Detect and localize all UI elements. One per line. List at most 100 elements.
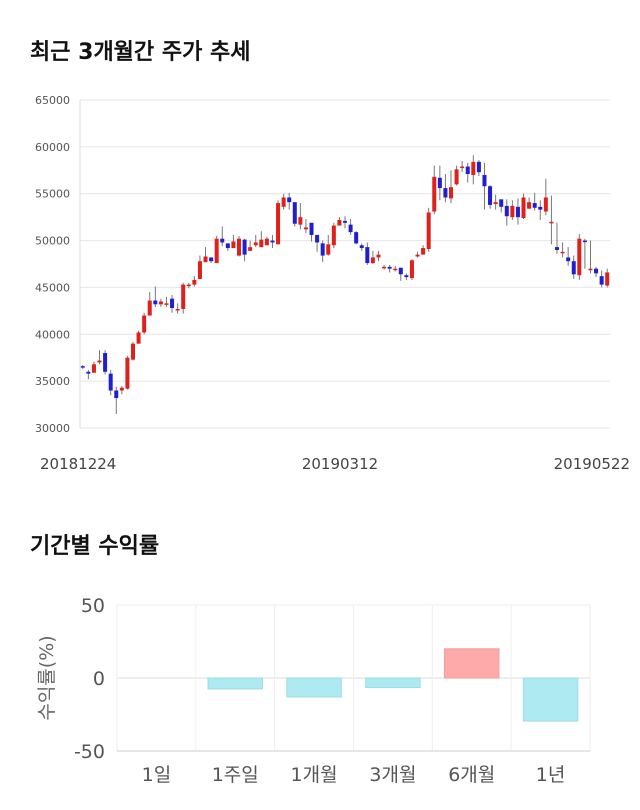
y-tick-label: 30000: [35, 422, 70, 435]
candle-body: [91, 364, 96, 373]
candle-body: [303, 227, 308, 230]
candle-body: [382, 266, 387, 269]
candle-body: [454, 169, 459, 185]
candle-body: [86, 371, 91, 374]
candle-body: [571, 261, 576, 275]
y-tick-label: 40000: [35, 328, 70, 341]
x-tick-label: 20181224: [40, 455, 116, 473]
x-tick-label: 6개월: [448, 764, 495, 786]
candle-body: [80, 366, 85, 368]
candle-body: [270, 240, 275, 243]
y-tick-label: 45000: [35, 281, 70, 294]
candle-body: [510, 205, 515, 218]
candle-body: [103, 353, 108, 372]
candle-body: [370, 257, 375, 264]
x-tick-label: 20190522: [554, 455, 630, 473]
y-tick-label: 65000: [35, 94, 70, 107]
candle-body: [577, 238, 582, 276]
candle-body: [220, 238, 225, 243]
candle-body: [130, 343, 136, 360]
candle-body: [125, 357, 130, 389]
candle-body: [471, 161, 476, 175]
return-bar: [207, 677, 263, 690]
x-tick-label: 1일: [142, 764, 172, 786]
candle-body: [554, 247, 560, 250]
candle-body: [309, 222, 314, 235]
candle-body: [276, 203, 281, 245]
candle-body: [415, 254, 420, 257]
candle-body: [119, 387, 124, 391]
candle-body: [158, 301, 163, 305]
candle-body: [605, 272, 610, 286]
candle-body: [203, 256, 208, 263]
candle-body: [376, 254, 381, 258]
candle-body: [348, 224, 353, 233]
candle-body: [566, 257, 571, 262]
candle-body: [398, 267, 403, 275]
candle-body: [499, 199, 504, 207]
candle-body: [248, 247, 253, 251]
candle-body: [387, 266, 392, 269]
candle-body: [181, 284, 186, 309]
candle-body: [186, 284, 191, 287]
candle-body: [142, 315, 147, 333]
candle-body: [214, 238, 219, 264]
return-bar: [365, 677, 421, 688]
candle-body: [482, 174, 487, 187]
candle-body: [538, 206, 543, 210]
candle-body: [594, 268, 599, 274]
candle-body: [242, 239, 247, 255]
x-tick-label: 1주일: [212, 764, 259, 786]
candle-body: [136, 332, 141, 344]
candle-body: [108, 373, 113, 391]
y-tick-label: -50: [74, 741, 105, 763]
y-tick-label: 35000: [35, 375, 70, 388]
candle-body: [153, 300, 158, 305]
candle-body: [287, 197, 292, 203]
candle-body: [259, 239, 264, 248]
candle-body: [437, 177, 442, 189]
y-tick-label: 60000: [35, 141, 70, 154]
candle-body: [192, 279, 197, 285]
candle-body: [393, 268, 398, 271]
candle-body: [465, 166, 470, 175]
candle-body: [515, 206, 520, 218]
price-trend-title: 최근 3개월간 주가 추세: [30, 40, 251, 65]
x-tick-label: 1년: [536, 764, 566, 786]
y-axis-label: 수익률(%): [36, 635, 58, 720]
candle-body: [231, 241, 236, 249]
candle-body: [443, 188, 448, 198]
candle-body: [354, 232, 359, 244]
candle-body: [209, 257, 214, 262]
candle-body: [588, 268, 593, 271]
returns-title: 기간별 수익률: [30, 534, 160, 559]
x-tick-label: 20190312: [302, 455, 378, 473]
candle-body: [315, 234, 320, 243]
candle-body: [476, 161, 481, 173]
candle-body: [175, 308, 180, 311]
candle-body: [253, 242, 258, 246]
candle-body: [264, 238, 269, 246]
candle-body: [549, 221, 554, 224]
candle-body: [432, 176, 437, 212]
candle-body: [404, 275, 409, 278]
candle-body: [331, 225, 336, 246]
candle-body: [236, 238, 242, 256]
candle-body: [543, 197, 548, 212]
x-tick-label: 1개월: [291, 764, 338, 786]
candle-body: [147, 300, 152, 316]
candle-body: [342, 220, 348, 223]
candle-body: [504, 205, 509, 217]
candle-body: [164, 303, 169, 305]
candle-body: [560, 251, 565, 254]
price-candlestick-chart: 30000 35000 40000 45000 50000 55000 60000 65000…: [35, 94, 630, 473]
candle-body: [197, 261, 202, 279]
candle-body: [488, 186, 493, 205]
candle-body: [225, 243, 230, 249]
candle-body: [97, 360, 102, 363]
candle-body: [320, 243, 325, 256]
candle-body: [582, 240, 587, 243]
candle-body: [409, 260, 414, 279]
y-tick-label: 0: [93, 668, 105, 690]
x-tick-label: 3개월: [369, 764, 416, 786]
